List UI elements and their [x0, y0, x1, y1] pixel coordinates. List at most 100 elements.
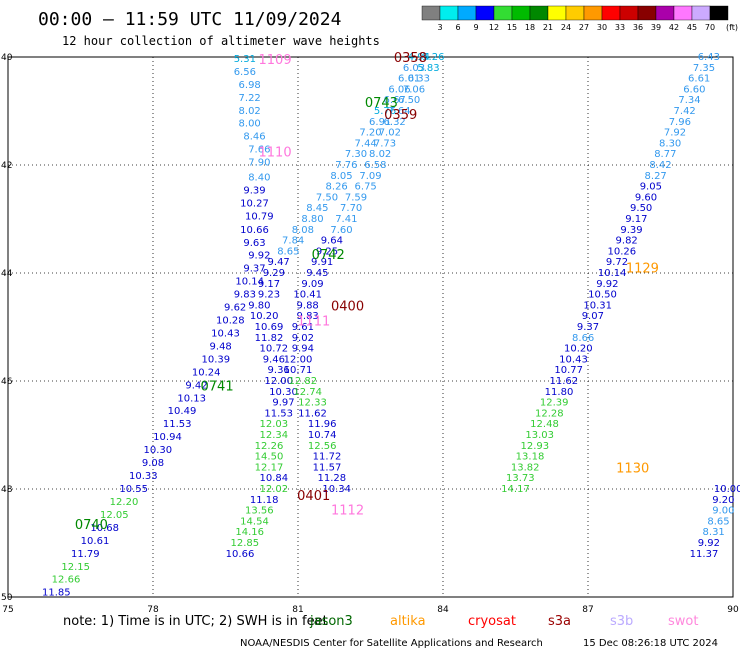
wave-height-point: 11.82 [255, 333, 284, 344]
satellite-legend-item: altika [390, 614, 426, 629]
wave-height-point: 7.76 [335, 160, 357, 171]
wave-height-point: 10.31 [583, 300, 612, 311]
wave-height-point: 8.46 [243, 131, 265, 142]
satellite-legend-item: s3a [548, 614, 571, 629]
wave-height-point: 11.96 [308, 419, 337, 430]
scale-swatch [493, 5, 513, 21]
wave-height-point: 13.03 [525, 430, 554, 441]
scale-label: 39 [651, 23, 661, 32]
wave-height-point: 8.80 [301, 214, 323, 225]
wave-height-point: 9.23 [258, 290, 280, 301]
wave-height-point: 10.20 [564, 344, 593, 355]
wave-height-point: 7.20 [359, 128, 381, 139]
pass-time-label: 0741 [201, 379, 234, 394]
gridlines [8, 57, 733, 597]
wave-height-point: 10.41 [293, 290, 322, 301]
wave-height-point: 14.50 [255, 452, 284, 463]
wave-height-point: 10.33 [129, 471, 158, 482]
wave-height-point: 10.71 [284, 365, 313, 376]
wave-height-point: 14.17 [501, 484, 530, 495]
wave-height-point: 10.39 [202, 354, 231, 365]
x-tick-label: 87 [582, 605, 593, 615]
wave-height-point: 13.18 [516, 452, 545, 463]
wave-height-point: 8.65 [277, 246, 299, 257]
y-tick-label: 44 [1, 269, 13, 279]
wave-height-point: 8.40 [248, 172, 270, 183]
wave-height-point: 10.66 [226, 549, 255, 560]
scale-label: 9 [473, 23, 478, 32]
wave-height-point: 9.80 [248, 300, 270, 311]
wave-height-point: 12.56 [308, 441, 337, 452]
wave-height-point: 9.07 [582, 311, 604, 322]
scale-swatch [547, 5, 567, 21]
x-axis-ticks: 75 78 81 84 87 90 [2, 605, 739, 615]
wave-height-point: 10.72 [260, 344, 289, 355]
scale-swatch [691, 5, 711, 21]
wave-height-point: 8.31 [703, 527, 725, 538]
wave-height-point: 7.35 [693, 63, 715, 74]
wave-height-point: 9.94 [292, 344, 314, 355]
wave-height-point: 12.33 [298, 398, 327, 409]
wave-height-point: 10.43 [211, 328, 240, 339]
pass-time-label: 1110 [259, 146, 292, 161]
wave-height-point: 7.64 [388, 106, 410, 117]
plot-area: 75 78 81 84 87 90 40 42 44 46 48 50 5.31 6.56 6.98 7.… [1, 51, 740, 615]
wave-height-point: 9.45 [306, 268, 328, 279]
scale-label: 3 [437, 23, 442, 32]
pass-time-label: 0742 [312, 248, 345, 263]
scale-swatch [565, 5, 585, 21]
scale-label: 45 [687, 23, 697, 32]
wave-height-point: 10.34 [322, 484, 351, 495]
wave-height-point: 9.83 [297, 311, 319, 322]
wave-height-point: 13.73 [506, 473, 535, 484]
wave-height-point: 6.58 [364, 160, 386, 171]
pass-time-label: 1111 [297, 315, 330, 330]
wave-height-point: 5.26 [422, 52, 444, 63]
footer-note: note: 1) Time is in UTC; 2) SWH is in fe… [63, 614, 328, 629]
wave-height-point: 10.20 [250, 311, 279, 322]
wave-height-point: 9.82 [616, 236, 638, 247]
wave-height-point: 7.84 [282, 236, 304, 247]
wave-height-point: 12.26 [255, 441, 284, 452]
wave-height-point: 10.50 [588, 290, 617, 301]
wave-height-point: 6.61 [688, 74, 710, 85]
wave-height-point: 11.62 [298, 408, 327, 419]
wave-height-point: 12.00 [264, 376, 293, 387]
scale-swatch [673, 5, 693, 21]
wave-height-point: 10.30 [144, 445, 173, 456]
wave-height-point: 11.53 [163, 419, 192, 430]
wave-height-point: 12.74 [293, 387, 322, 398]
wave-height-point: 12.39 [540, 398, 569, 409]
wave-height-point: 12.20 [110, 497, 139, 508]
scale-label: 42 [669, 23, 679, 32]
scale-label: 15 [507, 23, 517, 32]
chart-subtitle: 12 hour collection of altimeter wave hei… [62, 34, 380, 48]
wave-height-point: 12.02 [260, 484, 289, 495]
wave-height-point: 7.41 [335, 214, 357, 225]
wave-height-point: 9.97 [272, 398, 294, 409]
chart-title: 00:00 – 11:59 UTC 11/09/2024 [38, 9, 341, 30]
wave-height-point: 7.44 [355, 138, 377, 149]
wave-height-point: 10.30 [269, 387, 298, 398]
wave-height-point: 4.94 [408, 52, 430, 63]
wave-height-point: 12.05 [100, 510, 129, 521]
scale-swatch [655, 5, 675, 21]
wave-height-point: 8.77 [654, 149, 676, 160]
wave-height-point: 13.56 [245, 506, 274, 517]
wave-height-point: 8.02 [239, 106, 261, 117]
scale-label: 18 [525, 23, 535, 32]
wave-height-point: 8.00 [239, 118, 261, 129]
scale-swatch [709, 5, 729, 21]
wave-height-point: 9.60 [635, 192, 657, 203]
wave-height-point: 9.36 [268, 365, 290, 376]
satellite-legend-item: s3b [610, 614, 633, 629]
wave-height-point: 9.47 [268, 257, 290, 268]
wave-height-point: 11.28 [318, 473, 347, 484]
wave-height-point: 9.88 [297, 300, 319, 311]
satellite-legend-item: jason3 [309, 614, 353, 629]
wave-height-point: 7.60 [330, 225, 352, 236]
wave-height-point: 6.32 [384, 117, 406, 128]
wave-height-point: 12.93 [521, 441, 550, 452]
wave-height-point: 10.14 [235, 277, 264, 288]
